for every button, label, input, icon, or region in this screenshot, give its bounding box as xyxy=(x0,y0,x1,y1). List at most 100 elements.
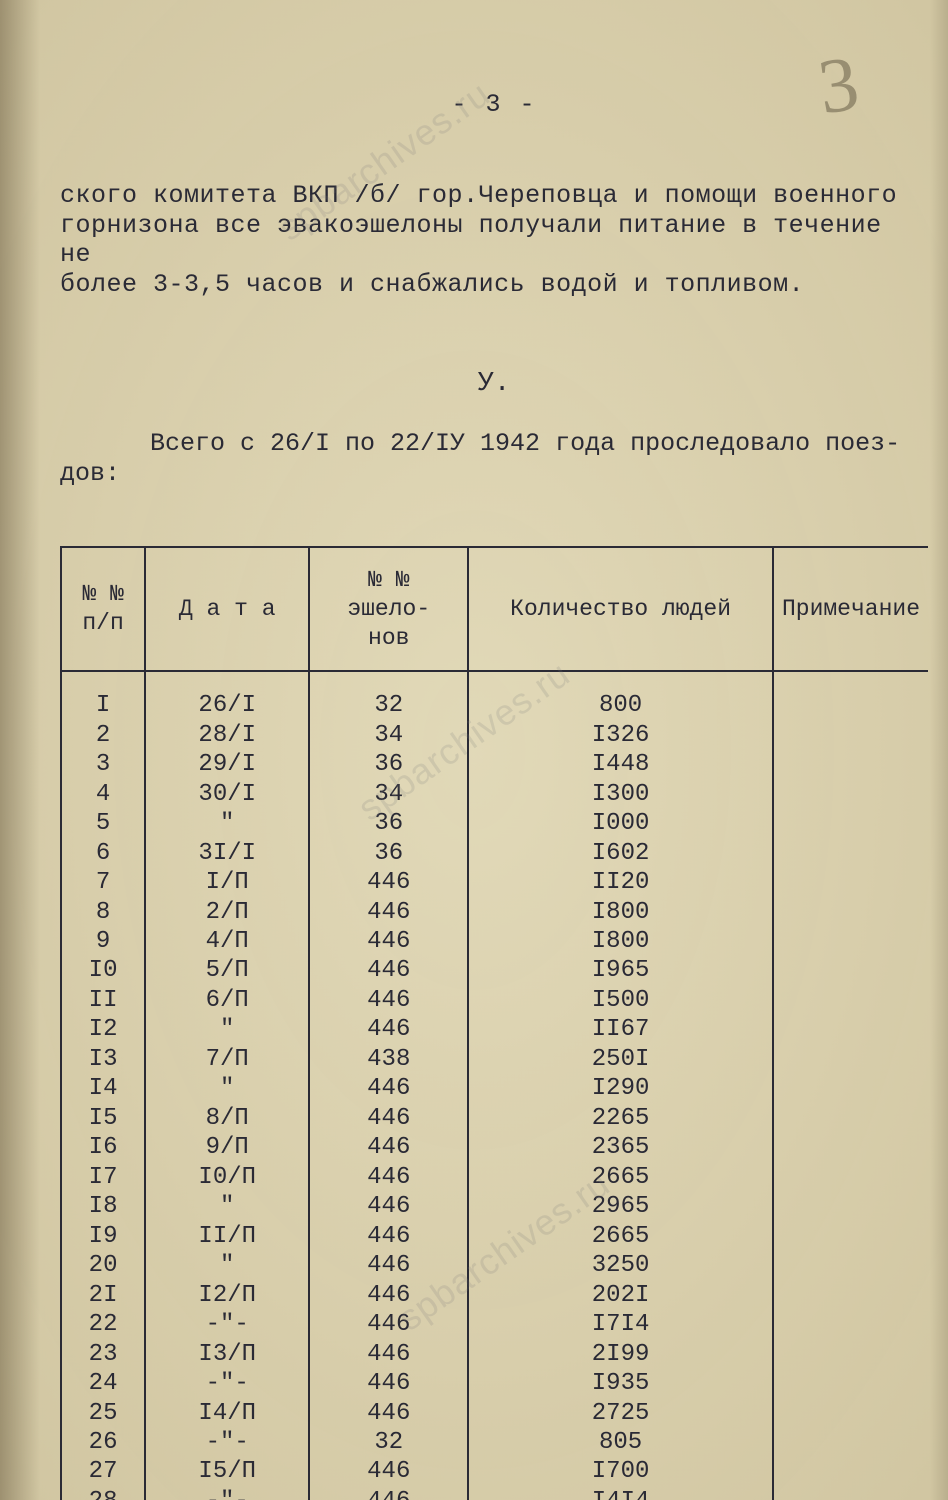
cell-date: -"- xyxy=(145,1310,309,1339)
cell-note xyxy=(773,1074,928,1103)
table-row: 23I3/П4462I99 xyxy=(61,1340,928,1369)
intro-text-2: дов: xyxy=(60,459,120,488)
cell-ech: 446 xyxy=(309,1457,468,1486)
cell-date: I5/П xyxy=(145,1457,309,1486)
cell-date: 7/П xyxy=(145,1045,309,1074)
cell-ech: 446 xyxy=(309,1487,468,1500)
cell-ech: 438 xyxy=(309,1045,468,1074)
cell-ech: 446 xyxy=(309,1133,468,1162)
cell-note xyxy=(773,1133,928,1162)
cell-date: 8/П xyxy=(145,1104,309,1133)
cell-n: 22 xyxy=(61,1310,145,1339)
table-row: 430/I34I300 xyxy=(61,780,928,809)
cell-note xyxy=(773,1310,928,1339)
col-header-n: № №п/п xyxy=(61,547,145,671)
scan-edge-right xyxy=(930,0,948,1500)
cell-ppl: I800 xyxy=(468,898,773,927)
cell-note xyxy=(773,1428,928,1457)
body-paragraph: ского комитета ВКП /б/ гор.Череповца и п… xyxy=(60,181,928,299)
cell-ech: 32 xyxy=(309,691,468,720)
cell-ppl: I800 xyxy=(468,927,773,956)
table-row: 82/П446I800 xyxy=(61,898,928,927)
cell-date: I3/П xyxy=(145,1340,309,1369)
cell-ech: 446 xyxy=(309,956,468,985)
table-row: I58/П4462265 xyxy=(61,1104,928,1133)
cell-ppl: 2725 xyxy=(468,1399,773,1428)
cell-ech: 34 xyxy=(309,721,468,750)
cell-n: 2I xyxy=(61,1281,145,1310)
cell-note xyxy=(773,1399,928,1428)
table-row: I05/П446I965 xyxy=(61,956,928,985)
cell-ech: 446 xyxy=(309,1310,468,1339)
cell-ech: 446 xyxy=(309,1192,468,1221)
cell-n: 7 xyxy=(61,868,145,897)
cell-ech: 36 xyxy=(309,809,468,838)
cell-ech: 446 xyxy=(309,1104,468,1133)
table-row: I69/П4462365 xyxy=(61,1133,928,1162)
cell-n: 20 xyxy=(61,1251,145,1280)
col-header-date: Д а т а xyxy=(145,547,309,671)
col-header-ppl: Количество людей xyxy=(468,547,773,671)
cell-note xyxy=(773,898,928,927)
cell-n: 26 xyxy=(61,1428,145,1457)
cell-date: 26/I xyxy=(145,691,309,720)
cell-ppl: 202I xyxy=(468,1281,773,1310)
cell-note xyxy=(773,1281,928,1310)
cell-ppl: 3250 xyxy=(468,1251,773,1280)
cell-note xyxy=(773,1104,928,1133)
cell-ppl: 2265 xyxy=(468,1104,773,1133)
cell-note xyxy=(773,780,928,809)
cell-ppl: 2365 xyxy=(468,1133,773,1162)
cell-ech: 446 xyxy=(309,1340,468,1369)
cell-n: 8 xyxy=(61,898,145,927)
col-header-note: Примечание xyxy=(773,547,928,671)
cell-date: 6/П xyxy=(145,986,309,1015)
table-row: I26/I32800 xyxy=(61,691,928,720)
cell-date: " xyxy=(145,1251,309,1280)
cell-n: 5 xyxy=(61,809,145,838)
cell-ppl: I935 xyxy=(468,1369,773,1398)
table-row: 20"4463250 xyxy=(61,1251,928,1280)
cell-ech: 446 xyxy=(309,1163,468,1192)
cell-date: -"- xyxy=(145,1428,309,1457)
cell-ech: 446 xyxy=(309,986,468,1015)
data-table: № №п/п Д а т а № №эшело-нов Количество л… xyxy=(60,546,928,1500)
scan-edge-left xyxy=(0,0,40,1500)
cell-ppl: I602 xyxy=(468,839,773,868)
cell-note xyxy=(773,1015,928,1044)
cell-ppl: 250I xyxy=(468,1045,773,1074)
cell-note xyxy=(773,1251,928,1280)
cell-n: 27 xyxy=(61,1457,145,1486)
cell-ech: 446 xyxy=(309,927,468,956)
cell-date: 3I/I xyxy=(145,839,309,868)
section-label: У. xyxy=(60,369,928,399)
cell-date: " xyxy=(145,1192,309,1221)
cell-n: I0 xyxy=(61,956,145,985)
table-row: 7I/П446II20 xyxy=(61,868,928,897)
cell-n: 24 xyxy=(61,1369,145,1398)
cell-n: I4 xyxy=(61,1074,145,1103)
cell-n: 4 xyxy=(61,780,145,809)
cell-note xyxy=(773,927,928,956)
cell-note xyxy=(773,1192,928,1221)
document-page: 3 - 3 - ского комитета ВКП /б/ гор.Череп… xyxy=(0,0,948,1500)
cell-date: 9/П xyxy=(145,1133,309,1162)
cell-ech: 446 xyxy=(309,1074,468,1103)
cell-date: 30/I xyxy=(145,780,309,809)
cell-ppl: I700 xyxy=(468,1457,773,1486)
cell-date: II/П xyxy=(145,1222,309,1251)
cell-date: 2/П xyxy=(145,898,309,927)
cell-date: " xyxy=(145,1074,309,1103)
cell-n: I6 xyxy=(61,1133,145,1162)
cell-date: I4/П xyxy=(145,1399,309,1428)
table-row: II6/П446I500 xyxy=(61,986,928,1015)
cell-note xyxy=(773,1487,928,1500)
cell-date: 4/П xyxy=(145,927,309,956)
table-row: 2II2/П446202I xyxy=(61,1281,928,1310)
cell-n: I7 xyxy=(61,1163,145,1192)
cell-ppl: I7I4 xyxy=(468,1310,773,1339)
cell-ech: 446 xyxy=(309,1281,468,1310)
cell-n: II xyxy=(61,986,145,1015)
cell-n: 9 xyxy=(61,927,145,956)
cell-ppl: I4I4 xyxy=(468,1487,773,1500)
